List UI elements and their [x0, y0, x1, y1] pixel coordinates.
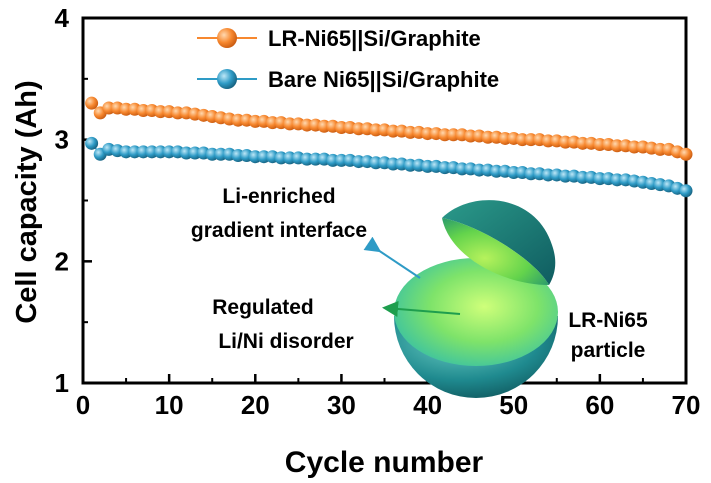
x-tick-label: 30: [327, 390, 356, 420]
data-point-0: [679, 147, 693, 161]
y-tick-labels: 1 2 3 4: [55, 3, 70, 398]
bottom-hemisphere-face: [394, 258, 558, 366]
arrow-li-enriched: [363, 236, 421, 279]
data-point-1: [85, 136, 99, 150]
x-tick-label: 40: [413, 390, 442, 420]
legend: LR-Ni65||Si/Graphite Bare Ni65||Si/Graph…: [197, 26, 499, 92]
x-tick-label: 0: [76, 390, 90, 420]
top-cap-shell: [442, 200, 556, 285]
x-tick-label: 20: [241, 390, 270, 420]
x-tick-label: 60: [585, 390, 614, 420]
data-point-0: [85, 96, 99, 110]
annotation-li-enriched-line1: Li-enriched: [222, 185, 335, 208]
particle-illustration: [394, 200, 558, 398]
y-tick-label: 3: [55, 125, 69, 155]
legend-marker-blue: [217, 69, 237, 89]
x-tick-label: 10: [155, 390, 184, 420]
legend-label-orange: LR-Ni65||Si/Graphite: [268, 26, 481, 51]
data-point-1: [679, 184, 693, 198]
annotation-particle-line1: LR-Ni65: [568, 309, 648, 332]
legend-marker-orange: [217, 28, 237, 48]
y-tick-label: 1: [55, 368, 69, 398]
x-axis-label: Cycle number: [285, 446, 484, 479]
series-layer: [85, 96, 693, 198]
x-tick-label: 70: [672, 390, 701, 420]
annotation-li-enriched-line2: gradient interface: [191, 219, 367, 242]
y-tick-label: 2: [55, 246, 69, 276]
annotation-regulated-line1: Regulated: [212, 296, 314, 319]
x-tick-labels: 0 10 20 30 40 50 60 70: [76, 390, 701, 420]
x-tick-label: 50: [499, 390, 528, 420]
y-axis-label: Cell capacity (Ah): [11, 80, 43, 323]
arrow-regulated: [382, 300, 461, 317]
annotation-regulated-line2: Li/Ni disorder: [218, 330, 353, 353]
legend-label-blue: Bare Ni65||Si/Graphite: [268, 67, 499, 92]
y-tick-label: 4: [55, 3, 70, 33]
top-cap-face: [442, 218, 549, 285]
annotation-particle-line2: particle: [571, 339, 646, 362]
